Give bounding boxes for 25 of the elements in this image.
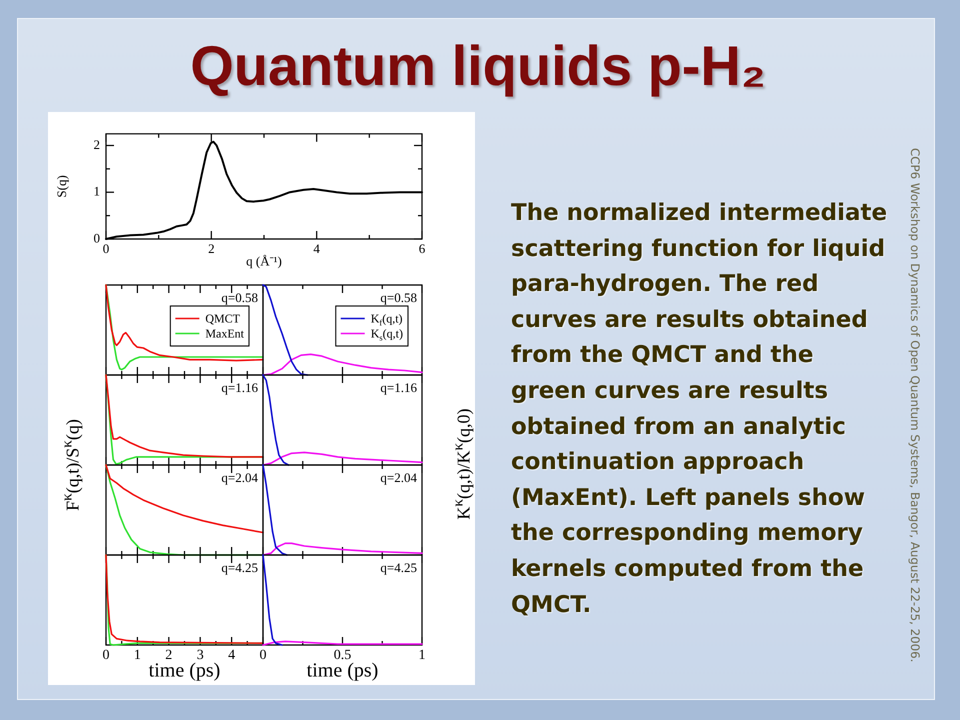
x-tick-label: 6 [418,241,426,256]
x-tick-label: 4 [228,648,236,664]
legend-label: MaxEnt [205,326,245,340]
legend-label: QMCT [205,312,241,326]
y-axis-title: S(q) [54,175,70,198]
x-tick-label: 0 [260,648,266,664]
annotation: q=1.16 [221,380,258,395]
annotation: q=2.04 [380,470,418,485]
y-tick-label: 2 [94,136,100,152]
text: CCP6 Workshop on Dynamics of Open Quantum Systems, Bangor, August 22-25, 2006. [908,148,922,662]
x-tick-label: 2 [208,241,215,256]
annotation: q=0.58 [380,290,418,305]
x-tick-label: 4 [313,241,320,256]
annotation: q=0.58 [221,290,258,305]
x-tick-label: 1 [134,648,141,664]
annotation: q=1.16 [380,380,418,395]
y-tick-label: 0 [94,230,100,246]
x-tick-label: 1 [418,648,426,664]
text: The normalized intermediate scattering function for liquid para-hydrogen. The red curves are results obtained from the QMCT and the green curves are results obtained from an analytic continuation approach (MaxEnt). Left panels show the corresponding memory kernels computed from the QMCT. [511,200,888,618]
annotation: q=2.04 [221,470,258,485]
text: Quantum liquids p-H₂ [190,34,766,98]
annotation: q=4.25 [221,560,258,575]
x-axis-title: q (Å⁻¹) [246,254,282,269]
y-tick-label: 1 [94,184,100,199]
annotation: q=4.25 [380,560,418,575]
